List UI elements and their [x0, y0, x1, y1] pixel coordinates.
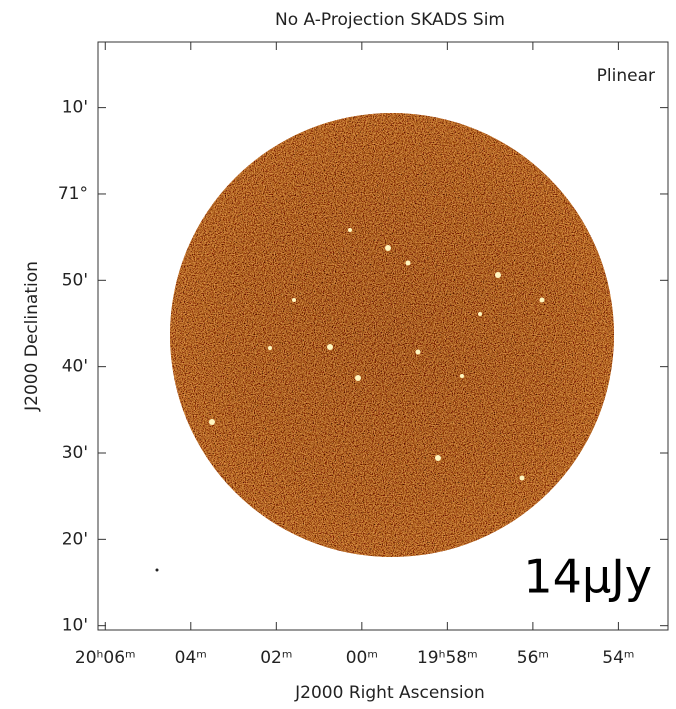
y-tick-label: 10' [62, 616, 88, 636]
sky-image [170, 113, 614, 557]
annotation: Plinear [597, 66, 655, 86]
x-tick-label: 20ʰ06ᵐ [75, 648, 136, 668]
y-tick-label: 30' [62, 443, 88, 463]
image-noise [170, 113, 614, 557]
x-tick-label: 02ᵐ [260, 648, 292, 668]
y-tick-label: 40' [62, 357, 88, 377]
y-axis-label: J2000 Declination [22, 261, 42, 412]
y-tick-label: 20' [62, 529, 88, 549]
flux-label: 14μJy [523, 550, 652, 604]
y-tick-label: 10' [62, 98, 88, 118]
x-tick-label: 19ʰ58ᵐ [417, 648, 478, 668]
chart: No A-Projection SKADS Sim Plinear 14μJy … [0, 0, 676, 709]
y-tick-label: 50' [62, 270, 88, 290]
x-tick-label: 00ᵐ [346, 648, 378, 668]
x-tick-label: 54ᵐ [602, 648, 634, 668]
x-tick-label: 04ᵐ [175, 648, 207, 668]
x-tick-label: 56ᵐ [517, 648, 549, 668]
marker-dot [156, 569, 159, 572]
y-tick-label: 71° [58, 184, 88, 204]
x-axis-label: J2000 Right Ascension [294, 683, 485, 703]
chart-title: No A-Projection SKADS Sim [275, 10, 505, 30]
